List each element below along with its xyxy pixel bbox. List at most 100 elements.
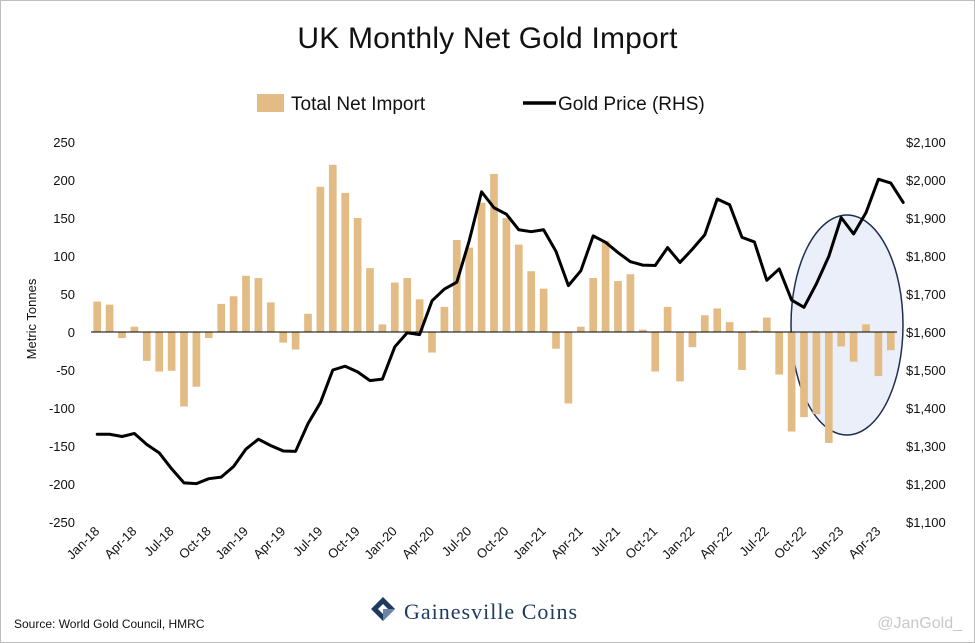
x-tick-label: Apr-21 [548,524,586,562]
bar [304,313,312,332]
bar [142,332,151,361]
bar [626,274,635,332]
bar [328,164,337,332]
y-tick-label: 200 [53,173,75,188]
y2-tick-label: $1,300 [906,439,946,454]
bar [874,332,883,377]
bar [440,306,449,332]
y2-tick-label: $1,100 [906,515,946,530]
bar [266,302,275,332]
bar [564,332,573,404]
bar [862,324,870,332]
bar [787,332,796,432]
bar [589,278,598,332]
x-tick-label: Apr-22 [697,524,735,562]
y2-tick-label: $1,200 [906,477,946,492]
source-note: Source: World Gold Council, HMRC [14,617,205,631]
x-tick-label: Oct-21 [622,524,660,562]
y-tick-label: 100 [53,249,75,264]
x-tick-label: Oct-19 [325,524,363,562]
bar [291,332,300,350]
x-tick-label: Jan-19 [212,524,251,563]
bar [502,218,511,332]
bar [242,275,250,332]
y-tick-label: -200 [49,477,75,492]
bar [750,330,759,332]
footer: Source: World Gold Council, HMRC Gainesv… [14,597,963,632]
y-tick-label: 250 [53,135,75,150]
x-tick-label: Apr-19 [250,524,288,562]
bar [341,192,350,332]
bar [738,332,746,370]
bar [353,218,362,332]
bar [477,202,486,332]
bar [651,332,660,372]
chart-title: UK Monthly Net Gold Import [297,22,678,55]
bar [204,332,213,339]
bar [155,332,164,372]
bar [762,317,771,332]
bar [849,332,858,362]
bar [93,301,102,332]
legend-label-bars: Total Net Import [291,94,426,115]
brand-name: Gainesville Coins [404,599,578,624]
y-tick-label: 50 [61,287,75,302]
y2-tick-label: $1,700 [906,287,946,302]
bar [676,332,684,382]
y2-tick-label: $1,800 [906,249,946,264]
x-tick-label: Jan-21 [510,524,549,563]
bar [217,303,226,332]
bar [465,247,474,332]
x-tick-label: Jul-20 [439,524,475,560]
bar [490,173,498,332]
x-tick-label: Jan-23 [808,524,847,563]
bar [638,329,647,332]
y2-tick-label: $1,400 [906,401,946,416]
bar [601,240,610,332]
y2-tick-label: $1,900 [906,211,946,226]
bar [105,304,114,332]
bar [837,332,846,347]
gainesville-coins-logo-icon [371,597,395,621]
bar [279,332,288,343]
bar [725,322,734,332]
bar [403,278,412,332]
bar [663,306,672,332]
bar [713,308,722,332]
bar [552,332,560,349]
bar [614,281,622,332]
bar [688,332,697,348]
y-tick-label: -250 [49,515,75,530]
bar [514,244,523,332]
bar [886,332,895,351]
bar [130,326,139,332]
x-tick-label: Jan-22 [659,524,698,563]
gold-price-line [95,177,905,486]
y-tick-label: -150 [49,439,75,454]
bar [118,332,126,339]
line-series [95,177,905,486]
legend-label-line: Gold Price (RHS) [558,94,705,115]
x-tick-label: Jul-18 [141,524,177,560]
x-tick-label: Jul-19 [290,524,326,560]
bar [378,324,387,332]
y2-tick-label: $2,100 [906,135,946,150]
y-tick-label: -50 [56,363,75,378]
bar [254,278,263,332]
y-tick-label: 150 [53,211,75,226]
bar [824,332,833,443]
x-tick-label: Jan-20 [361,524,400,563]
bar [775,332,784,375]
bar [229,296,238,332]
y2-tick-label: $2,000 [906,173,946,188]
bar [415,299,424,332]
y-tick-label: -100 [49,401,75,416]
bar [366,268,374,332]
bar [192,332,201,387]
bar [180,332,188,407]
x-tick-label: Oct-18 [176,524,214,562]
legend: Total Net Import Gold Price (RHS) [257,94,705,115]
bar [539,288,548,332]
bar [576,326,585,332]
